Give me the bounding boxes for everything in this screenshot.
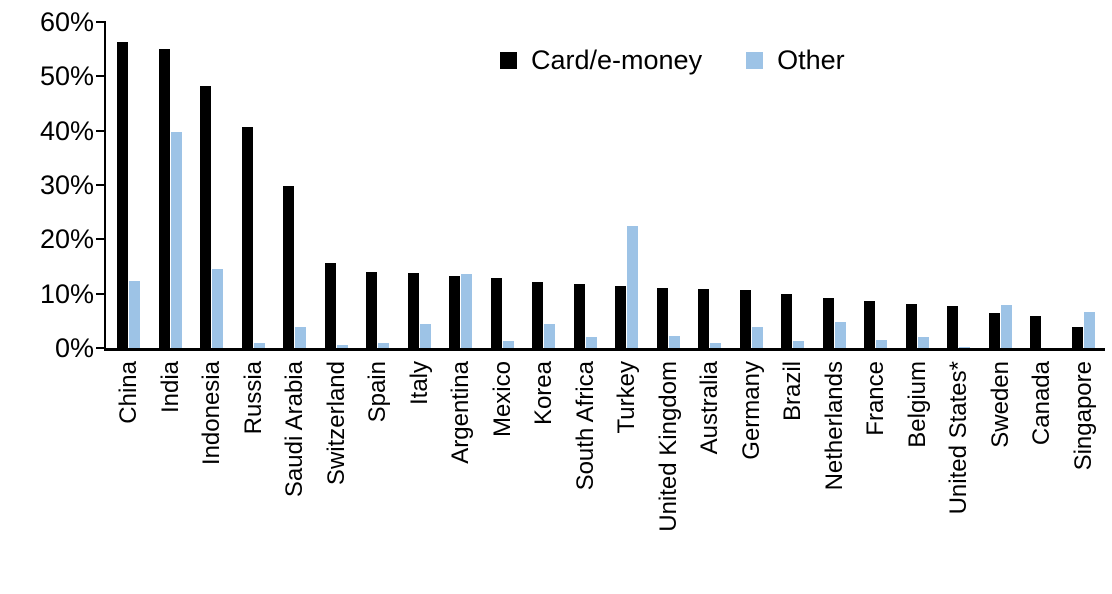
category-label: Australia [696,361,724,455]
bar-other [752,327,763,348]
legend-swatch-other [746,51,764,69]
category-label: Mexico [488,361,516,438]
y-axis-line [104,22,106,350]
bar-other [503,341,514,348]
bar-card-e-money [615,286,626,348]
category-label: Switzerland [322,361,350,486]
bar-other [337,345,348,348]
bar-other [876,340,887,348]
bar-other [171,132,182,348]
y-axis-tick-label: 0% [54,333,94,363]
bar-other [669,336,680,348]
y-axis-tick [96,75,106,78]
y-axis-tick [96,184,106,186]
y-axis-tick [96,292,106,295]
bar-card-e-money [532,282,543,348]
category-label: Singapore [1069,361,1097,471]
bar-other [627,226,638,348]
category-label: Indonesia [198,361,226,466]
bar-other [710,343,721,348]
category-label: Italy [405,361,433,406]
bar-card-e-money [947,306,958,348]
category-label: Turkey [613,361,641,434]
bar-card-e-money [864,301,875,348]
bar-other [1001,305,1012,348]
bar-card-e-money [989,313,1000,348]
category-label: France [862,361,890,436]
bar-card-e-money [366,272,377,348]
legend-swatch-card-e-money [500,51,517,69]
category-label: Belgium [903,361,931,448]
bar-other [254,343,265,348]
bar-other [959,347,970,348]
legend-label-other: Other [777,44,845,75]
bar-card-e-money [781,294,792,348]
legend-label-card-e-money: Card/e-money [531,44,703,75]
bar-card-e-money [740,290,751,348]
category-label: India [156,361,184,414]
bar-other [1084,312,1095,348]
bar-card-e-money [159,49,170,348]
bar-card-e-money [491,278,502,348]
bar-other [295,327,306,348]
category-label: Korea [530,361,558,426]
bar-other [420,324,431,348]
category-label: China [115,361,142,424]
y-axis-tick-label: 60% [39,7,94,38]
y-axis-tick [96,129,106,132]
bar-card-e-money [1072,327,1083,348]
bar-card-e-money [283,186,294,348]
bar-card-e-money [449,276,460,348]
category-label: United Kingdom [654,361,682,532]
bar-other [212,269,223,348]
legend: Card/e-money Other [500,44,845,76]
bar-card-e-money [574,284,585,348]
category-label: Sweden [986,361,1014,448]
category-label: Saudi Arabia [281,361,309,498]
bar-card-e-money [657,288,668,348]
bar-card-e-money [1030,316,1041,348]
bar-other [793,341,804,348]
bar-card-e-money [906,304,917,348]
bar-other [918,337,929,348]
category-label: Netherlands [820,361,848,491]
bar-card-e-money [242,127,253,348]
x-axis-line [104,348,1105,351]
category-label: Brazil [779,361,807,422]
bar-card-e-money [823,298,834,348]
bar-other [586,337,597,348]
y-axis-tick [96,238,106,241]
y-axis-tick-label: 30% [39,170,94,200]
bar-other [378,343,389,348]
bar-other [835,322,846,348]
category-label: Spain [364,361,392,423]
bar-card-e-money [325,263,336,348]
bar-card-e-money [117,42,128,348]
category-label: United States* [945,361,973,515]
bar-card-e-money [408,273,419,348]
bar-card-e-money [200,86,211,348]
category-label: Argentina [447,361,475,464]
legend-item-other: Other [746,45,845,76]
category-label: Canada [1028,361,1056,446]
bar-other [544,324,555,348]
y-axis-tick-label: 40% [39,115,94,146]
y-axis-tick [96,347,106,349]
y-axis-tick-label: 50% [39,61,94,92]
bar-card-e-money [698,289,709,348]
y-axis-tick-label: 20% [39,224,94,255]
bar-other [461,274,472,348]
y-axis-tick-label: 10% [39,278,94,309]
category-label: Russia [239,361,267,435]
category-label: South Africa [571,361,599,491]
y-axis-tick [96,21,106,24]
bar-other [129,281,140,348]
legend-item-card-e-money: Card/e-money [500,45,702,76]
category-label: Germany [737,361,765,460]
